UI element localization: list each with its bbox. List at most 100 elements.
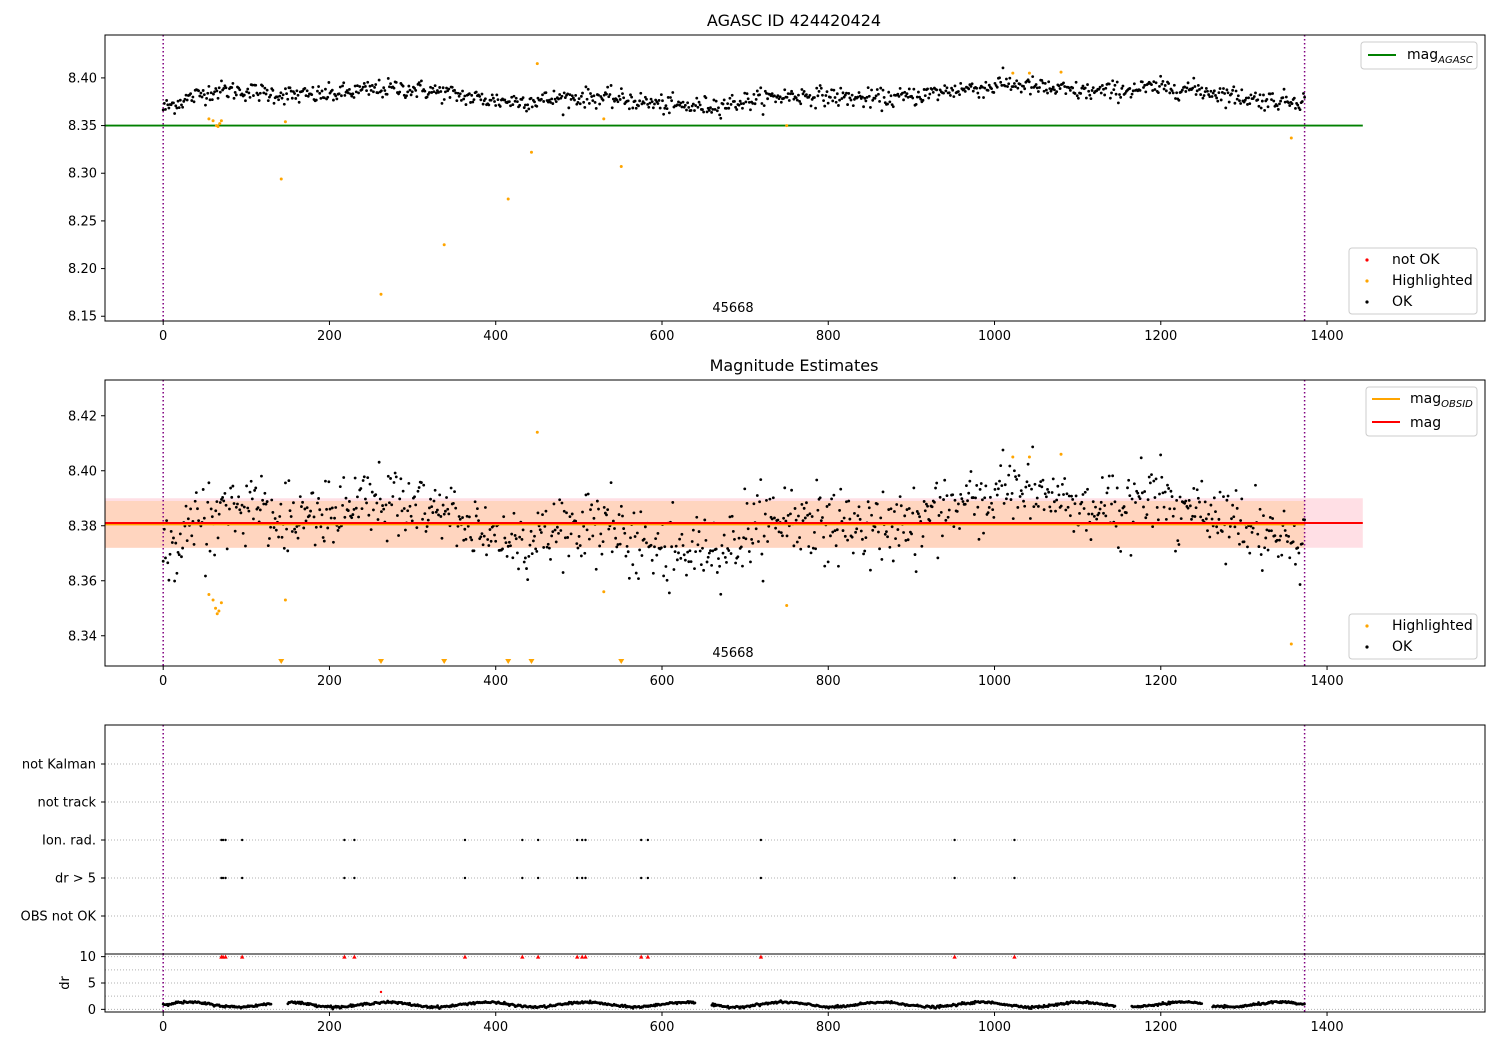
ok-point: [680, 532, 684, 536]
ok-point: [817, 89, 821, 93]
ok-point: [797, 93, 800, 97]
ok-point: [377, 460, 381, 464]
ok-point: [1131, 89, 1135, 93]
ok-point: [1145, 513, 1149, 517]
ok-point: [773, 94, 776, 98]
ok-point: [897, 544, 901, 547]
ok-point: [999, 464, 1003, 468]
ok-point: [590, 95, 594, 98]
ok-point: [905, 508, 909, 511]
ok-point: [752, 92, 756, 96]
highlighted-point: [1027, 71, 1031, 75]
legend-upper-agasc: magAGASC: [1360, 41, 1478, 70]
ok-point: [254, 83, 258, 87]
ok-point: [434, 91, 438, 95]
ok-point: [957, 90, 960, 93]
offscale-marker: [528, 659, 535, 664]
ok-point: [837, 104, 840, 107]
ok-point: [577, 535, 581, 538]
ok-point: [1063, 85, 1067, 88]
x-tick-label: 1000: [978, 674, 1011, 689]
ok-point: [861, 537, 864, 541]
ok-point: [835, 528, 839, 532]
ok-point: [224, 86, 228, 90]
ok-point: [161, 108, 165, 112]
ok-point: [261, 498, 264, 502]
y-tick-label: 8.30: [68, 167, 97, 182]
ok-point: [512, 94, 516, 98]
ok-point: [765, 499, 768, 502]
ok-point: [1214, 94, 1217, 97]
ok-point: [169, 529, 173, 533]
ok-point: [1084, 96, 1088, 100]
ok-point: [1220, 530, 1224, 533]
ok-point: [1128, 87, 1132, 90]
ok-point: [300, 505, 303, 508]
ok-point: [1011, 85, 1015, 88]
ok-point: [479, 98, 483, 102]
ok-point: [522, 560, 526, 564]
ok-point: [1153, 88, 1157, 91]
flag-point: [640, 876, 643, 880]
ok-point: [199, 91, 203, 95]
ok-point: [560, 94, 564, 98]
ok-point: [789, 92, 792, 96]
ok-point: [709, 549, 712, 553]
ok-point: [635, 531, 639, 535]
ok-point: [481, 102, 485, 106]
ok-point: [782, 516, 785, 520]
ok-point: [281, 93, 285, 97]
ok-point: [1230, 517, 1233, 521]
ok-point: [1303, 95, 1307, 99]
ok-point: [861, 95, 864, 99]
ok-point: [480, 92, 484, 96]
ok-point: [1258, 93, 1262, 97]
x-tick-label: 200: [317, 674, 342, 689]
ok-point: [1082, 507, 1086, 510]
ok-point: [559, 529, 563, 532]
ok-point: [950, 86, 953, 90]
ok-point: [986, 511, 990, 514]
ok-point: [685, 573, 688, 577]
ok-point: [1068, 514, 1072, 518]
ok-point: [959, 492, 963, 496]
ok-point: [566, 92, 570, 96]
ok-point: [457, 515, 461, 518]
highlighted-point: [535, 62, 539, 66]
ok-point: [814, 106, 817, 110]
ok-point: [380, 89, 383, 93]
x-tick-label: 600: [650, 1020, 675, 1035]
ok-point: [608, 93, 612, 96]
ok-point: [510, 532, 514, 536]
ok-point: [350, 516, 354, 520]
ok-point: [695, 515, 699, 519]
ok-point: [277, 98, 280, 102]
ok-point: [677, 100, 680, 104]
ok-point: [206, 91, 210, 95]
ok-point: [1271, 92, 1275, 95]
ok-point: [1219, 98, 1223, 102]
ok-point: [1098, 85, 1102, 89]
ok-point: [1191, 86, 1195, 90]
ok-point: [1230, 92, 1233, 96]
flag-point: [463, 876, 467, 880]
ok-point: [388, 85, 391, 89]
ok-point: [495, 93, 499, 97]
ok-point: [1050, 491, 1054, 494]
ok-point: [879, 86, 883, 90]
ok-point: [856, 95, 860, 99]
ok-point: [338, 485, 342, 489]
ok-point: [1041, 478, 1045, 482]
ok-point: [431, 86, 435, 90]
offscale-marker: [618, 659, 625, 664]
ok-point: [670, 545, 674, 549]
ok-point: [1043, 82, 1047, 85]
ok-point: [563, 536, 567, 540]
ok-point: [298, 495, 302, 499]
ok-point: [1234, 489, 1238, 492]
ok-point: [459, 98, 463, 102]
ok-point: [623, 531, 627, 535]
ok-point: [661, 99, 664, 103]
ok-point: [1260, 99, 1264, 103]
dr-point: [1303, 1002, 1306, 1006]
